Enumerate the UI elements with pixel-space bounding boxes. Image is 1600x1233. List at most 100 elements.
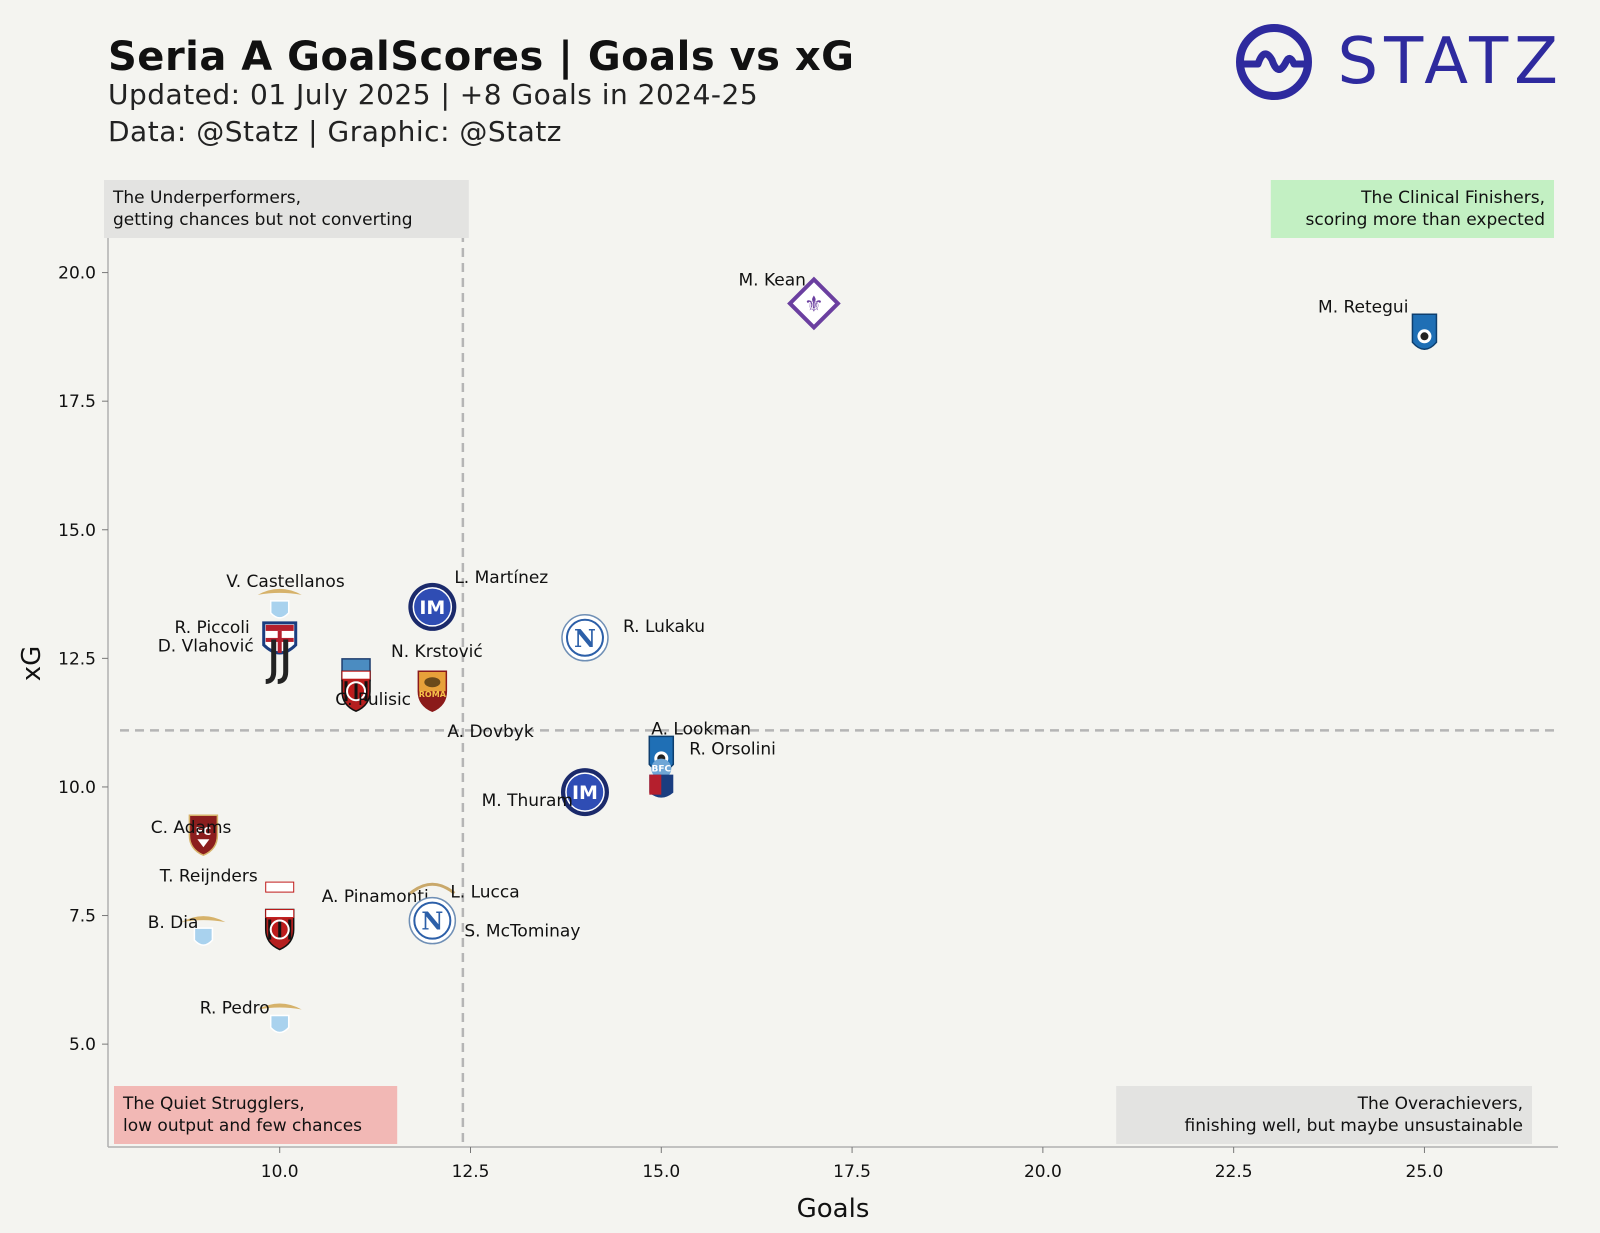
data-point-m-thuram: IMM. Thuram [482, 768, 609, 817]
data-point-label-r-orsolini: R. Orsolini [689, 740, 776, 760]
club-badge-cross-band [341, 670, 371, 680]
club-badge-lazio-icon [257, 588, 302, 619]
data-point-label-a-dovbyk: A. Dovbyk [447, 722, 534, 742]
club-badge-juventus-icon [265, 639, 289, 684]
quadrant-underperformers-bg [104, 180, 469, 238]
data-point-c-adams: FCC. Adams [151, 814, 232, 857]
x-tick-label: 22.5 [1215, 1162, 1253, 1182]
club-badge-diamond [787, 276, 841, 331]
x-tick-label: 25.0 [1406, 1162, 1444, 1182]
data-point-r-orsolini: BFC R. Orsolini [649, 740, 776, 798]
data-point-l-martinez: IM L. Martínez [408, 568, 548, 631]
data-point-a-dovbyk: ROMA A. Dovbyk [417, 670, 534, 742]
club-badge-letters: N [421, 907, 443, 936]
club-badge-top [651, 758, 672, 779]
y-tick-label: 12.5 [58, 649, 96, 669]
chart-title: Seria A GoalScores | Goals vs xG [108, 34, 855, 80]
club-badge-napoli-icon: N [561, 614, 609, 662]
club-badge-band [265, 881, 295, 893]
club-badge-core [565, 618, 604, 657]
x-tick-label: 10.0 [261, 1162, 299, 1182]
chart-subtitle-credits: Data: @Statz | Graphic: @Statz [108, 115, 562, 148]
club-badge-ring [409, 882, 456, 895]
x-axis-label: Goals [797, 1194, 870, 1224]
club-badge-letters: IM [419, 597, 445, 619]
club-badge-cross-h [265, 637, 294, 642]
data-point-label-d-vlahovic: D. Vlahović [158, 637, 254, 657]
club-badge-inter-icon: IM [560, 768, 609, 817]
club-badge-ring [408, 896, 457, 945]
statz-logo: STATZ [1234, 22, 1565, 102]
club-badge-milan-icon [341, 670, 371, 713]
data-point-r-lukaku: N R. Lukaku [561, 614, 705, 662]
club-badge-udinese-icon [409, 882, 456, 895]
club-badge-core [269, 919, 290, 940]
y-tick-label: 20.0 [58, 264, 96, 284]
club-badge-eagle [181, 916, 226, 923]
club-badge-torino-icon: FC [188, 814, 219, 857]
data-point-label-v-castellanos: V. Castellanos [226, 572, 345, 592]
quadrant-underperformers-text: The Underperformers, [112, 188, 301, 208]
data-point-label-a-lookman: A. Lookman [651, 719, 751, 739]
data-point-b-dia: B. Dia [148, 913, 226, 946]
data-point-m-kean: ⚜M. Kean [738, 270, 841, 331]
club-badge-wolf [424, 677, 441, 688]
club-badge-stripe [354, 681, 358, 702]
data-point-d-vlahovic: D. Vlahović [158, 637, 289, 684]
quadrant-underperformers: The Underperformers,getting chances but … [104, 180, 469, 238]
club-badge-lily: ⚜ [804, 292, 824, 317]
quadrant-overachievers-text: The Overachievers, [1357, 1094, 1523, 1114]
club-badge-band [265, 624, 294, 631]
data-point-label-t-reijnders: T. Reijnders [159, 867, 258, 887]
data-point-label-m-kean: M. Kean [738, 270, 805, 290]
club-badge-core [412, 587, 453, 627]
data-point-r-pedro: R. Pedro [200, 999, 302, 1034]
club-badge-j-left [265, 639, 277, 684]
y-tick-label: 17.5 [58, 392, 96, 412]
club-badge-inter-icon: IM [408, 582, 457, 631]
club-badge-base [418, 691, 447, 712]
quadrant-clinical-finishers: The Clinical Finishers,scoring more than… [1270, 180, 1554, 238]
data-point-c-pulisic: C. Pulisic [335, 670, 411, 713]
quadrant-underperformers-text: getting chances but not converting [113, 210, 413, 230]
club-badge-fiorentina-icon: ⚜ [787, 276, 841, 331]
x-tick-label: 20.0 [1024, 1162, 1062, 1182]
data-point-label-l-martinez: L. Martínez [454, 568, 548, 588]
data-point-label-c-pulisic: C. Pulisic [335, 690, 411, 710]
quadrant-clinical-finishers-text: scoring more than expected [1306, 210, 1546, 230]
x-tick-label: 15.0 [642, 1162, 680, 1182]
data-point-label-n-krstovic: N. Krstović [391, 642, 483, 662]
data-point-label-b-dia: B. Dia [148, 913, 199, 933]
y-tick-label: 10.0 [58, 778, 96, 798]
club-badge-bull [197, 839, 210, 848]
club-badge-eagle [257, 588, 302, 595]
quadrant-overachievers-text: finishing well, but maybe unsustainable [1185, 1116, 1523, 1136]
club-badge-napoli-icon: N [408, 896, 457, 945]
club-badge-core-inner [1420, 332, 1429, 341]
quadrant-quiet-strugglers-bg [114, 1086, 398, 1144]
data-point-label-r-pedro: R. Pedro [200, 999, 270, 1019]
club-badge-letters: ROMA [419, 690, 447, 699]
y-tick-label: 5.0 [69, 1035, 96, 1055]
x-tick-label: 17.5 [833, 1162, 871, 1182]
club-badge-eagle [257, 1003, 302, 1010]
y-tick-label: 15.0 [58, 521, 96, 541]
quadrant-clinical-finishers-bg [1270, 180, 1554, 238]
club-badge-core [413, 901, 452, 940]
club-badge-roma-icon: ROMA [417, 670, 448, 713]
quadrant-overachievers-bg [1116, 1086, 1532, 1144]
club-badge-j-right [277, 639, 289, 684]
statz-logo-text: STATZ [1337, 25, 1564, 99]
quadrant-clinical-finishers-text: The Clinical Finishers, [1360, 188, 1545, 208]
quadrant-quiet-strugglers-text: low output and few chances [123, 1116, 362, 1136]
club-badge-bologna-icon: BFC [649, 758, 674, 798]
club-badge-stripe [278, 919, 282, 940]
club-badge-letters: BFC [651, 765, 671, 775]
data-point-a-pinamonti: A. Pinamonti [265, 881, 429, 907]
club-badge-shield [193, 927, 214, 946]
data-point-label-r-piccoli: R. Piccoli [175, 618, 250, 638]
club-badge-cross-band [265, 909, 295, 919]
club-badge-letters: FC [196, 825, 212, 838]
data-point-label-a-pinamonti: A. Pinamonti [322, 887, 429, 907]
